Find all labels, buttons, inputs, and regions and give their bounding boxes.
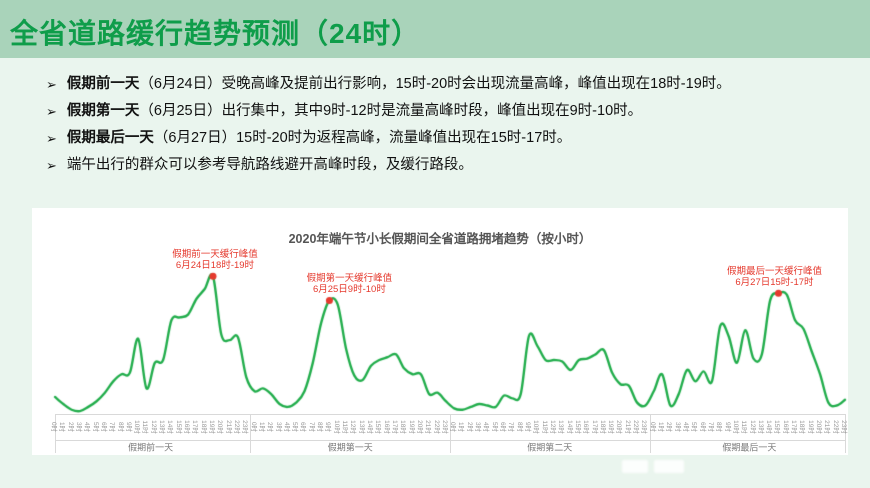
peak-annotation-time: 6月27日15时-17时 xyxy=(735,277,814,289)
bullet-arrow-icon: ➢ xyxy=(46,104,57,119)
bullet-text: 假期第一天（6月25日）出行集中，其中9时-12时是流量高峰时段，峰值出现在9时… xyxy=(66,103,643,119)
peak-annotation-time: 6月24日18时-19时 xyxy=(175,260,255,272)
trend-line-chart-canvas xyxy=(32,208,848,455)
page-title: 全省道路缓行趋势预测（24时） xyxy=(10,18,421,49)
day-group-label: 假期第二天 xyxy=(527,442,573,453)
bullet-item: ➢ 端午出行的群众可以参考导航路线避开高峰时段，及缓行路段。 xyxy=(46,157,846,173)
bullet-bold-text: 假期前一天 xyxy=(66,76,140,92)
watermark-logo xyxy=(600,458,696,478)
peak-annotation: 假期前一天缓行峰值 6月24日18时-19时 xyxy=(172,249,258,271)
watermark-mark xyxy=(654,460,684,473)
peak-annotation-title: 假期最后一天缓行峰值 xyxy=(726,266,822,278)
peak-annotation: 假期最后一天缓行峰值 6月27日15时-17时 xyxy=(727,266,822,288)
bullet-arrow-icon: ➢ xyxy=(46,158,57,173)
day-group-label: 假期最后一天 xyxy=(722,442,777,453)
chart-card: 2020年端午节小长假期间全省道路拥堵趋势（按小时） 0时1时2时3时4时5时6… xyxy=(32,208,848,455)
peak-annotation: 假期第一天缓行峰值 6月25日9时-10时 xyxy=(307,273,393,295)
bullet-item: ➢ 假期第一天（6月25日）出行集中，其中9时-12时是流量高峰时段，峰值出现在9… xyxy=(46,103,846,119)
bullet-arrow-icon: ➢ xyxy=(46,77,57,92)
watermark-mark xyxy=(622,460,648,473)
bullet-arrow-icon: ➢ xyxy=(46,131,57,146)
day-separator-line xyxy=(55,414,56,453)
day-separator-line xyxy=(450,414,451,453)
bullet-text: 假期前一天（6月24日）受晚高峰及提前出行影响，15时-20时会出现流量高峰，峰… xyxy=(66,76,731,92)
bullet-text: 端午出行的群众可以参考导航路线避开高峰时段，及缓行路段。 xyxy=(66,157,473,173)
title-band: 全省道路缓行趋势预测（24时） xyxy=(0,0,870,58)
day-separator-line xyxy=(649,414,651,453)
peak-annotation-time: 6月25日9时-10时 xyxy=(312,284,386,296)
day-group-label: 假期前一天 xyxy=(128,442,174,453)
bullet-text: 假期最后一天（6月27日）15时-20时为返程高峰，流量峰值出现在15时-17时… xyxy=(66,130,572,146)
day-group-label: 假期第一天 xyxy=(327,442,373,453)
bullet-list: ➢ 假期前一天（6月24日）受晚高峰及提前出行影响，15时-20时会出现流量高峰，… xyxy=(46,76,846,184)
peak-annotation-title: 假期前一天缓行峰值 xyxy=(172,249,258,261)
bullet-bold-text: 假期第一天 xyxy=(66,103,140,119)
bullet-bold-text: 假期最后一天 xyxy=(66,130,154,146)
hour-tick-label: 23时 xyxy=(840,420,847,434)
day-separator-line xyxy=(250,414,252,453)
bullet-item: ➢ 假期前一天（6月24日）受晚高峰及提前出行影响，15时-20时会出现流量高峰，… xyxy=(46,76,846,92)
bullet-item: ➢ 假期最后一天（6月27日）15时-20时为返程高峰，流量峰值出现在15时-17… xyxy=(46,130,846,146)
day-separator-line xyxy=(845,414,846,453)
peak-annotation-title: 假期第一天缓行峰值 xyxy=(306,273,393,285)
